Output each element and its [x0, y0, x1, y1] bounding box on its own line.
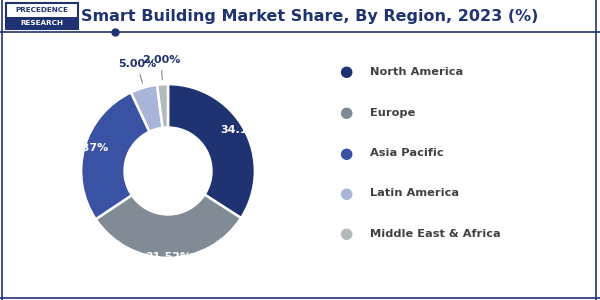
- Text: RESEARCH: RESEARCH: [20, 20, 64, 26]
- Text: 27.37%: 27.37%: [62, 143, 108, 153]
- Text: Smart Building Market Share, By Region, 2023 (%): Smart Building Market Share, By Region, …: [82, 10, 539, 25]
- Wedge shape: [168, 84, 255, 218]
- Bar: [6, 16, 78, 29]
- Text: Latin America: Latin America: [370, 188, 460, 199]
- Wedge shape: [81, 92, 149, 219]
- Text: 34.11%: 34.11%: [220, 125, 267, 135]
- Text: Asia Pacific: Asia Pacific: [370, 148, 444, 158]
- Text: ●: ●: [339, 226, 352, 242]
- Text: ●: ●: [339, 64, 352, 80]
- Text: 5.00%: 5.00%: [118, 59, 156, 83]
- Text: North America: North America: [370, 67, 463, 77]
- Wedge shape: [96, 194, 241, 258]
- Text: Middle East & Africa: Middle East & Africa: [370, 229, 501, 239]
- Text: 2.00%: 2.00%: [142, 55, 180, 80]
- Bar: [6, 3, 78, 29]
- Wedge shape: [157, 84, 168, 128]
- Text: ●: ●: [339, 186, 352, 201]
- Text: 31.52%: 31.52%: [146, 252, 192, 262]
- Text: ●: ●: [339, 105, 352, 120]
- Wedge shape: [131, 85, 163, 132]
- Text: Europe: Europe: [370, 107, 416, 118]
- Text: ●: ●: [339, 146, 352, 160]
- Text: PRECEDENCE: PRECEDENCE: [16, 7, 68, 13]
